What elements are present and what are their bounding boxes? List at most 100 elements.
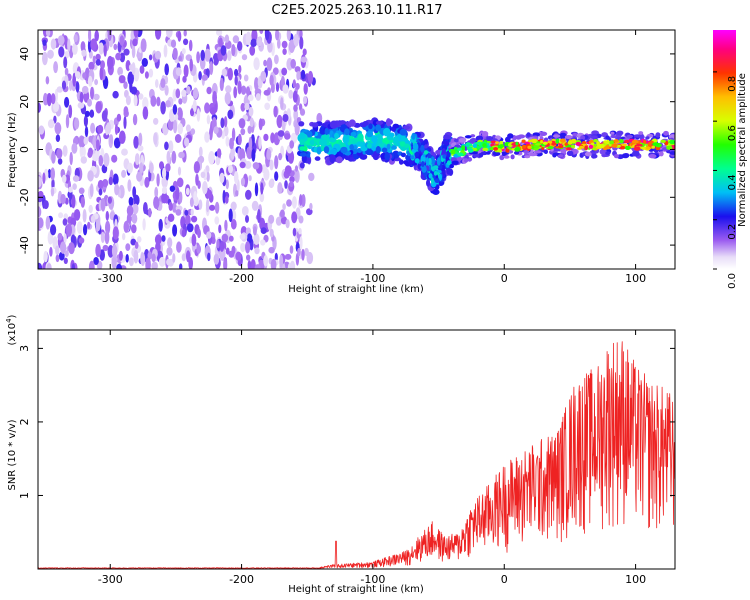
line-cell — [457, 147, 462, 151]
noise-cell — [47, 168, 52, 179]
noise-cell — [246, 254, 251, 261]
noise-cell — [224, 219, 228, 232]
x-tick-label: -200 — [229, 272, 254, 285]
noise-cell — [186, 85, 191, 95]
noise-cell — [138, 93, 144, 100]
noise-cell — [234, 68, 239, 77]
noise-cell — [177, 166, 182, 176]
noise-cell — [88, 61, 95, 71]
noise-cell — [142, 218, 146, 231]
branch-cell — [446, 160, 451, 166]
noise-cell — [87, 150, 93, 158]
line-cell — [652, 142, 660, 147]
noise-cell — [234, 75, 238, 86]
noise-cell — [123, 220, 130, 233]
halo-cell — [621, 153, 630, 159]
noise-cell — [253, 57, 260, 71]
line-cell — [609, 140, 614, 145]
noise-cell — [258, 118, 263, 131]
noise-cell — [164, 85, 169, 96]
halo-cell — [543, 149, 549, 154]
line-cell — [541, 146, 545, 151]
noise-cell — [112, 90, 119, 99]
halo-cell — [524, 155, 531, 159]
noise-cell — [118, 130, 126, 144]
noise-cell — [220, 117, 225, 129]
noise-cell — [301, 248, 305, 261]
noise-cell — [221, 233, 229, 243]
noise-cell — [279, 209, 285, 218]
noise-cell — [172, 47, 178, 60]
noise-cell — [80, 196, 86, 208]
noise-cell — [278, 152, 283, 161]
noise-cell — [64, 51, 70, 59]
band-cell — [368, 123, 373, 130]
line-cell — [564, 142, 568, 146]
line-cell — [499, 144, 505, 148]
noise-cell — [71, 263, 76, 269]
noise-cell — [89, 109, 95, 118]
line-cell — [535, 143, 542, 146]
noise-cell — [95, 243, 101, 258]
band-cell — [375, 124, 382, 132]
noise-cell — [282, 203, 286, 211]
noise-cell — [225, 136, 230, 147]
noise-cell — [151, 261, 158, 269]
noise-cell — [293, 108, 299, 121]
halo-cell — [540, 131, 548, 136]
line-cell — [647, 142, 652, 147]
band-cell — [298, 121, 305, 127]
noise-cell — [316, 112, 323, 124]
noise-cell — [241, 206, 249, 216]
branch-cell — [428, 173, 433, 179]
noise-cell — [270, 83, 275, 94]
noise-cell — [82, 209, 87, 223]
noise-cell — [132, 203, 139, 215]
noise-cell — [154, 50, 162, 60]
branch-cell — [433, 170, 438, 176]
noise-cell — [299, 30, 303, 38]
noise-cell — [185, 214, 191, 226]
noise-cell — [56, 86, 63, 93]
noise-cell — [251, 148, 256, 162]
noise-cell — [284, 165, 292, 175]
noise-cell — [164, 63, 169, 76]
line-cell — [669, 139, 675, 145]
noise-cell — [87, 221, 91, 229]
noise-cell — [206, 86, 212, 95]
noise-cell — [50, 224, 57, 236]
noise-cell — [303, 83, 308, 95]
noise-cell — [288, 89, 294, 99]
noise-cell — [114, 183, 120, 196]
noise-cell — [72, 72, 76, 87]
line-cell — [660, 139, 666, 143]
noise-cell — [142, 106, 149, 120]
line-cell — [489, 146, 495, 151]
halo-cell — [599, 149, 607, 155]
noise-cell — [153, 117, 159, 125]
noise-cell — [284, 133, 291, 140]
line-cell — [640, 146, 646, 150]
line-cell — [467, 148, 474, 153]
noise-cell — [264, 102, 271, 111]
noise-cell — [263, 168, 270, 181]
noise-cell — [255, 93, 261, 101]
noise-cell — [175, 88, 181, 99]
noise-cell — [198, 146, 203, 158]
branch-cell — [430, 177, 434, 185]
noise-cell — [45, 76, 50, 85]
noise-cell — [178, 55, 182, 62]
x-tick-label: -100 — [360, 573, 385, 586]
halo-cell — [528, 152, 537, 157]
noise-cell — [166, 30, 173, 38]
noise-cell — [136, 236, 142, 243]
noise-cell — [279, 254, 284, 268]
noise-cell — [193, 161, 200, 174]
noise-cell — [277, 182, 283, 194]
noise-cell — [299, 194, 303, 206]
noise-cell — [64, 96, 70, 108]
noise-cell — [66, 223, 72, 237]
noise-cell — [245, 189, 252, 200]
noise-cell — [80, 156, 88, 164]
line-cell — [593, 139, 599, 143]
